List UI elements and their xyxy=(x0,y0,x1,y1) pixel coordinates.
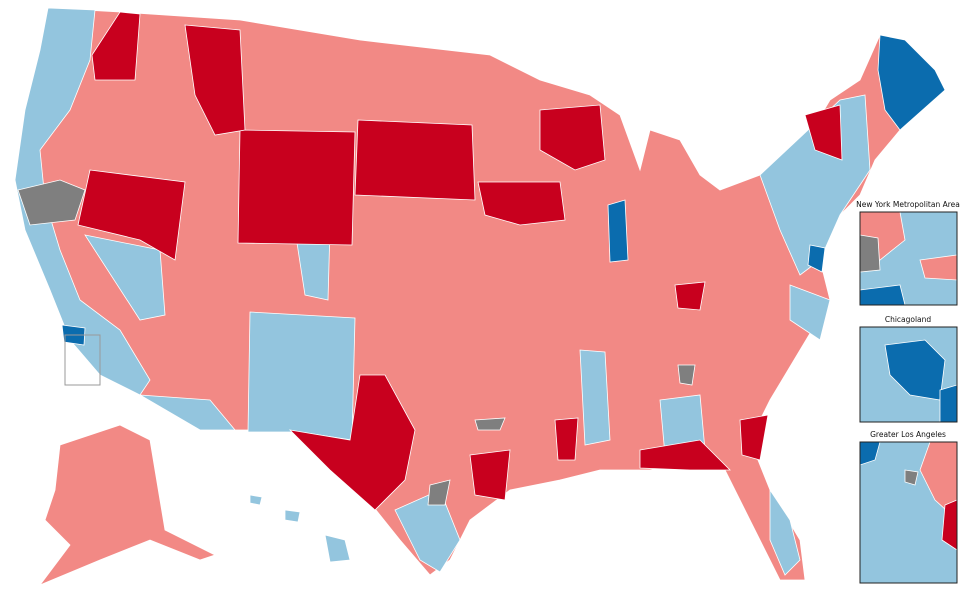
florida-south xyxy=(769,488,801,576)
inset-frame xyxy=(859,326,958,423)
inset-frame xyxy=(859,211,958,306)
inset-title: Chicagoland xyxy=(885,315,932,324)
contiguous-us xyxy=(14,7,946,581)
inset-region xyxy=(939,384,958,423)
hawaii-3 xyxy=(324,534,351,563)
louisiana xyxy=(554,417,579,461)
arizona-south xyxy=(139,394,236,431)
pacific-coast xyxy=(14,7,151,396)
chicago xyxy=(607,199,629,263)
northeast xyxy=(759,94,871,276)
wisconsin-north xyxy=(539,104,606,171)
upstate-ny xyxy=(804,104,843,161)
texas-gray xyxy=(427,479,451,506)
dallas-gray xyxy=(474,417,506,431)
virginia-coast xyxy=(789,284,831,341)
south-dakota xyxy=(354,119,476,201)
inset-region xyxy=(904,469,919,486)
kentucky xyxy=(674,281,706,311)
la-inset-marker xyxy=(64,334,101,386)
inset-title: New York Metropolitan Area xyxy=(856,200,960,209)
inset-ny: New York Metropolitan Area xyxy=(856,200,960,306)
inset-frame xyxy=(859,441,958,584)
new-mexico xyxy=(247,311,356,441)
alaska-hawaii xyxy=(38,424,351,586)
wyoming xyxy=(237,129,356,246)
iowa-north xyxy=(477,181,566,226)
east-texas xyxy=(469,449,511,501)
west-texas xyxy=(288,374,416,511)
inset-title: Greater Los Angeles xyxy=(870,430,946,439)
inset-chicago: Chicagoland xyxy=(859,315,958,423)
mississippi-river xyxy=(579,349,611,446)
northern-california xyxy=(17,179,86,226)
nevada-north xyxy=(77,169,186,261)
nevada-south xyxy=(84,234,166,321)
washington-east xyxy=(91,11,141,81)
tennessee-gray xyxy=(677,364,696,386)
inset-la: Greater Los Angeles xyxy=(859,430,958,584)
maine xyxy=(877,34,946,131)
maryland xyxy=(807,244,826,273)
hawaii-1 xyxy=(249,494,263,506)
alaska xyxy=(38,424,217,586)
hawaii-2 xyxy=(284,509,301,523)
carolina-coast xyxy=(739,414,769,461)
georgia-south xyxy=(639,439,731,471)
inset-region xyxy=(859,234,881,273)
idaho-montana xyxy=(184,24,246,136)
